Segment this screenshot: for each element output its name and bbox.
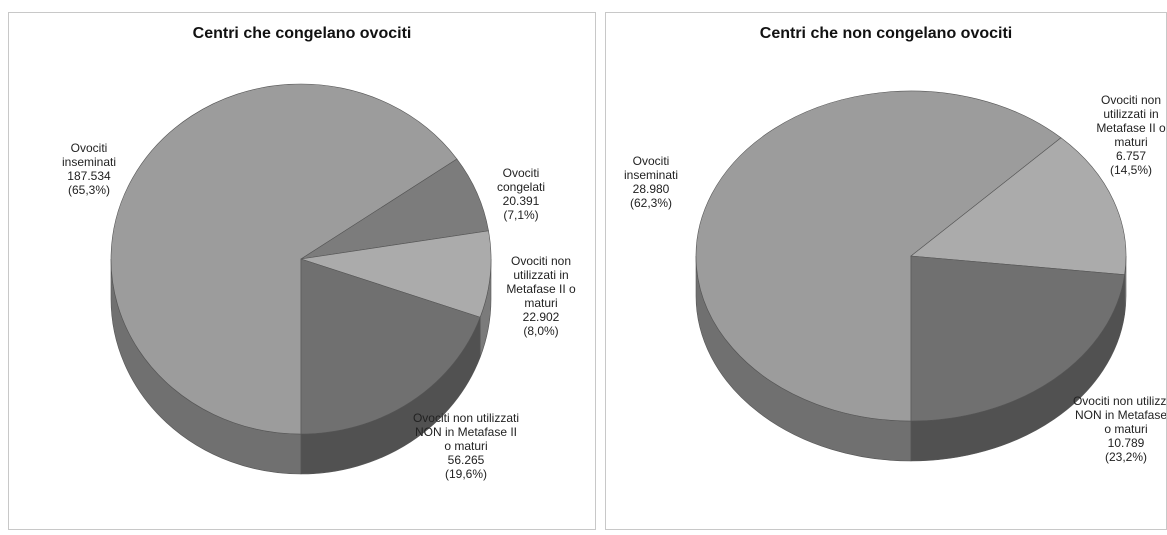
chart-title: Centri che non congelano ovociti bbox=[759, 25, 1013, 42]
pie-slice bbox=[910, 255, 1125, 422]
slice-percent: (62,3%) bbox=[629, 196, 673, 210]
pie-slice bbox=[300, 258, 481, 435]
slice-value: 10.789 bbox=[1107, 436, 1145, 450]
slice-name: Ovociti congelati bbox=[496, 166, 546, 194]
pie-slice bbox=[300, 230, 492, 318]
slice-name: Ovociti non utilizzati in Metafase II o … bbox=[506, 254, 576, 310]
slice-name: Ovociti non utilizzati NON in Metafase I… bbox=[412, 411, 520, 453]
chart-panel: Centri che congelano ovociti Ovociti inse… bbox=[8, 12, 596, 530]
slice-value: 56.265 bbox=[447, 453, 485, 467]
slice-value: 22.902 bbox=[522, 310, 560, 324]
slice-percent: (23,2%) bbox=[1104, 450, 1148, 464]
slice-name: Ovociti inseminati bbox=[623, 154, 679, 182]
slice-label: Ovociti non utilizzati NON in Metafase I… bbox=[411, 411, 521, 481]
chart-panel: Centri che non congelano ovociti Ovociti … bbox=[605, 12, 1167, 530]
slice-label: Ovociti inseminati 187.534 (65,3%) bbox=[49, 141, 129, 197]
slice-name: Ovociti non utilizzati NON in Metafase I… bbox=[1072, 394, 1167, 436]
pie-slice bbox=[910, 137, 1127, 276]
slice-value: 6.757 bbox=[1115, 149, 1147, 163]
slice-value: 20.391 bbox=[502, 194, 540, 208]
pie-svg bbox=[695, 90, 1127, 462]
slice-label: Ovociti non utilizzati in Metafase II o … bbox=[1081, 93, 1166, 177]
pie-slice bbox=[110, 83, 458, 435]
slice-value: 187.534 bbox=[67, 169, 111, 183]
slice-label: Ovociti congelati 20.391 (7,1%) bbox=[486, 166, 556, 222]
slice-label: Ovociti non utilizzati in Metafase II o … bbox=[491, 254, 591, 338]
slice-label: Ovociti non utilizzati NON in Metafase I… bbox=[1071, 394, 1167, 464]
slice-name: Ovociti inseminati bbox=[61, 141, 117, 169]
chart-title: Centri che congelano ovociti bbox=[192, 25, 412, 42]
slice-percent: (8,0%) bbox=[523, 324, 559, 338]
pie-slice bbox=[695, 90, 1062, 422]
slice-label: Ovociti inseminati 28.980 (62,3%) bbox=[616, 154, 686, 210]
pie-svg bbox=[110, 83, 492, 475]
slice-percent: (14,5%) bbox=[1109, 163, 1153, 177]
slice-percent: (19,6%) bbox=[444, 467, 488, 481]
slice-name: Ovociti non utilizzati in Metafase II o … bbox=[1096, 93, 1166, 149]
slice-percent: (65,3%) bbox=[67, 183, 111, 197]
slice-value: 28.980 bbox=[632, 182, 670, 196]
slice-percent: (7,1%) bbox=[503, 208, 539, 222]
